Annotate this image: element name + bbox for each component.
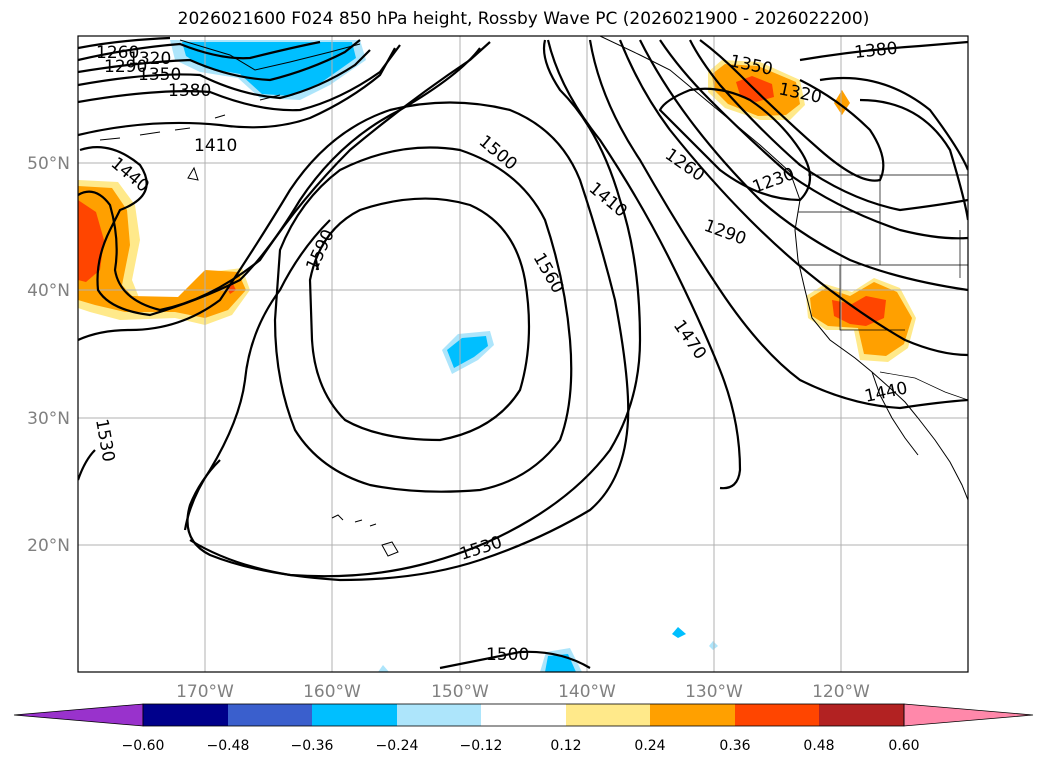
- negative-anomaly-alaska-core: [182, 42, 356, 96]
- contour-1440-east: [588, 39, 968, 410]
- contour-1410-east: [618, 39, 968, 357]
- colorbar-segment: [143, 704, 228, 726]
- contour-1530-ring: [273, 146, 573, 493]
- lat-label: 40°N: [27, 281, 70, 301]
- contour-label: 1290: [104, 57, 147, 77]
- map-frame: [77, 35, 969, 673]
- map-panel: [78, 36, 968, 672]
- lon-label: 150°W: [431, 682, 489, 702]
- contour-1410-ne: [819, 76, 968, 171]
- negative-anomaly-small: [672, 627, 686, 638]
- contour-1530-south: [189, 39, 642, 578]
- baja-coast: [871, 371, 919, 456]
- contour-1260-nw: [78, 36, 171, 50]
- colorbar-frame: [142, 703, 905, 727]
- contour-1260-east: [658, 87, 812, 202]
- contour-1350-nw: [78, 49, 371, 100]
- contour-1590-ring: [314, 259, 320, 271]
- colorbar-segment: [481, 704, 566, 726]
- colorbar-tick-label: −0.24: [376, 738, 419, 754]
- colorbar-segment: [397, 704, 481, 726]
- colorbar-tick-label: 0.60: [888, 738, 919, 754]
- colorbar-tick-label: −0.60: [122, 738, 165, 754]
- contour-1290-east: [699, 39, 885, 182]
- lat-label: 20°N: [27, 536, 70, 556]
- contour-1320-east: [689, 39, 968, 212]
- contour-label: 1260: [96, 43, 139, 63]
- colorbar-extend-high: [903, 703, 1034, 727]
- lon-label: 170°W: [176, 682, 234, 702]
- contour-1410-nw: [78, 47, 396, 137]
- contour-label: 1500: [486, 645, 529, 665]
- colorbar: −0.60 −0.48 −0.36 −0.24 −0.12 0.12 0.24 …: [13, 703, 1034, 754]
- height-contours: [78, 36, 968, 670]
- colorbar-extend-low: [13, 703, 144, 727]
- colorbar-tick-label: −0.12: [460, 738, 503, 754]
- colorbar-segment: [566, 704, 650, 726]
- colorbar-tick-label: 0.36: [719, 738, 750, 754]
- negative-anomaly-dot2: [378, 665, 389, 672]
- colorbar-tick-label: 0.12: [550, 738, 581, 754]
- hawaii-islands: [331, 514, 399, 557]
- lon-label: 130°W: [685, 682, 743, 702]
- alaska-coast: [179, 39, 361, 71]
- contour-1290-nw: [78, 40, 321, 62]
- lon-label: 140°W: [558, 682, 616, 702]
- contour-1530-outer: [78, 219, 331, 531]
- colorbar-segment: [650, 704, 735, 726]
- north-america-coast: [599, 36, 968, 501]
- aleutian-islands: [99, 94, 281, 141]
- contour-label: 1410: [194, 136, 237, 156]
- colorbar-segment: [819, 704, 904, 726]
- state-borders: [798, 175, 968, 331]
- colorbar-tick-label: −0.36: [291, 738, 334, 754]
- lat-label: 50°N: [27, 154, 70, 174]
- colorbar-segment: [735, 704, 819, 726]
- colorbar-tick-label: −0.48: [207, 738, 250, 754]
- negative-anomaly-central-core: [447, 336, 488, 368]
- contour-label: 1380: [853, 39, 898, 63]
- colorbar-segment: [312, 704, 397, 726]
- positive-anomaly-west-strong: [78, 200, 104, 282]
- lon-label: 160°W: [303, 682, 361, 702]
- colorbar-segment: [228, 704, 312, 726]
- lon-label: 120°W: [812, 682, 870, 702]
- colorbar-tick-label: 0.48: [803, 738, 834, 754]
- contour-1440-ne: [859, 98, 968, 221]
- contour-label: 1350: [138, 65, 181, 85]
- contour-1470-west: [78, 41, 491, 312]
- island-marker: [187, 166, 199, 181]
- coastlines: [99, 36, 968, 557]
- contour-1380-nw: [78, 44, 401, 112]
- us-mexico-border: [879, 371, 968, 401]
- contour-label: 1320: [128, 49, 171, 69]
- contour-label: 1380: [168, 81, 211, 101]
- map-title: 2026021600 F024 850 hPa height, Rossby W…: [177, 9, 870, 29]
- contour-1350-east: [659, 39, 968, 240]
- contour-1380-east: [639, 39, 968, 292]
- contour-1320-nw: [78, 39, 361, 82]
- colorbar-tick-label: 0.24: [634, 738, 665, 754]
- contour-1380-ne: [799, 40, 968, 62]
- lat-label: 30°N: [27, 409, 70, 429]
- contour-1500-south: [439, 650, 591, 670]
- contour-1560-ring: [308, 197, 531, 442]
- contour-1470-east: [546, 39, 742, 490]
